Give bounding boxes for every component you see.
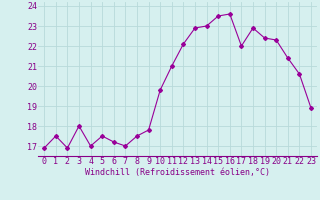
X-axis label: Windchill (Refroidissement éolien,°C): Windchill (Refroidissement éolien,°C)	[85, 168, 270, 177]
